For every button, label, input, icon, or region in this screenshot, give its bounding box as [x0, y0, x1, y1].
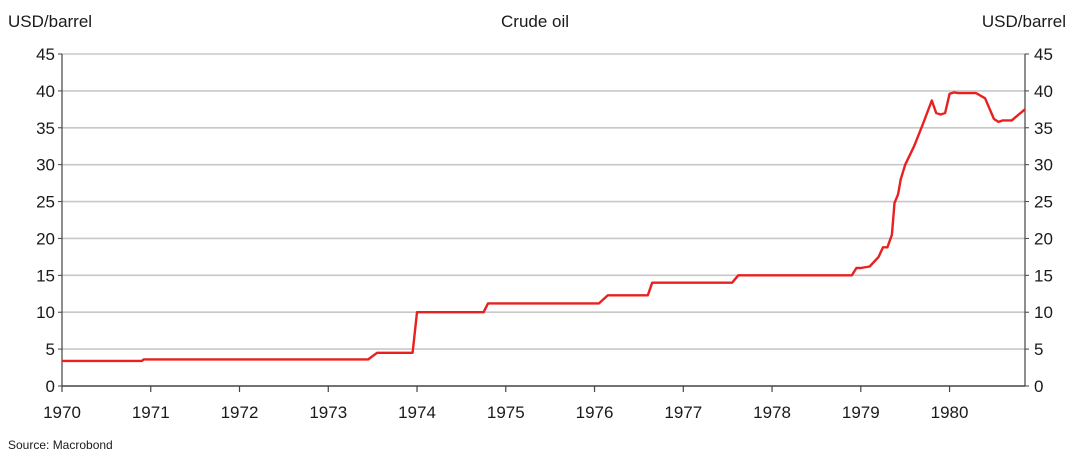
y-tick-label-right: 25	[1034, 193, 1053, 212]
source-note: Source: Macrobond	[8, 438, 113, 452]
x-tick-label: 1971	[132, 403, 170, 422]
y-tick-label-right: 35	[1034, 119, 1053, 138]
y-tick-label-left: 30	[36, 156, 55, 175]
x-tick-label: 1976	[576, 403, 614, 422]
y-tick-label-left: 10	[36, 303, 55, 322]
x-tick-label: 1977	[664, 403, 702, 422]
y-tick-label-right: 10	[1034, 303, 1053, 322]
y-tick-label-right: 15	[1034, 266, 1053, 285]
y-tick-label-left: 25	[36, 193, 55, 212]
x-tick-label: 1975	[487, 403, 525, 422]
y-tick-label-left: 15	[36, 266, 55, 285]
x-tick-label: 1974	[398, 403, 436, 422]
y-tick-label-left: 45	[36, 45, 55, 64]
chart-title: Crude oil	[501, 12, 570, 31]
y-tick-label-left: 0	[46, 377, 55, 396]
x-tick-label: 1973	[309, 403, 347, 422]
x-tick-label: 1972	[221, 403, 259, 422]
y-tick-label-left: 40	[36, 82, 55, 101]
y-tick-label-right: 20	[1034, 229, 1053, 248]
y-tick-label-right: 0	[1034, 377, 1043, 396]
y-axis-label-right: USD/barrel	[981, 12, 1066, 31]
x-tick-label: 1978	[753, 403, 791, 422]
y-tick-label-right: 30	[1034, 156, 1053, 175]
x-tick-label: 1979	[842, 403, 880, 422]
series-line-crude-oil	[62, 91, 1026, 363]
y-axis-label-left: USD/barrel	[8, 12, 93, 31]
x-tick-label: 1980	[931, 403, 969, 422]
y-tick-label-right: 5	[1034, 340, 1043, 359]
x-tick-label: 1970	[43, 403, 81, 422]
y-tick-label-right: 40	[1034, 82, 1053, 101]
y-tick-label-left: 35	[36, 119, 55, 138]
y-tick-label-right: 45	[1034, 45, 1053, 64]
y-tick-label-left: 5	[46, 340, 55, 359]
y-tick-label-left: 20	[36, 229, 55, 248]
